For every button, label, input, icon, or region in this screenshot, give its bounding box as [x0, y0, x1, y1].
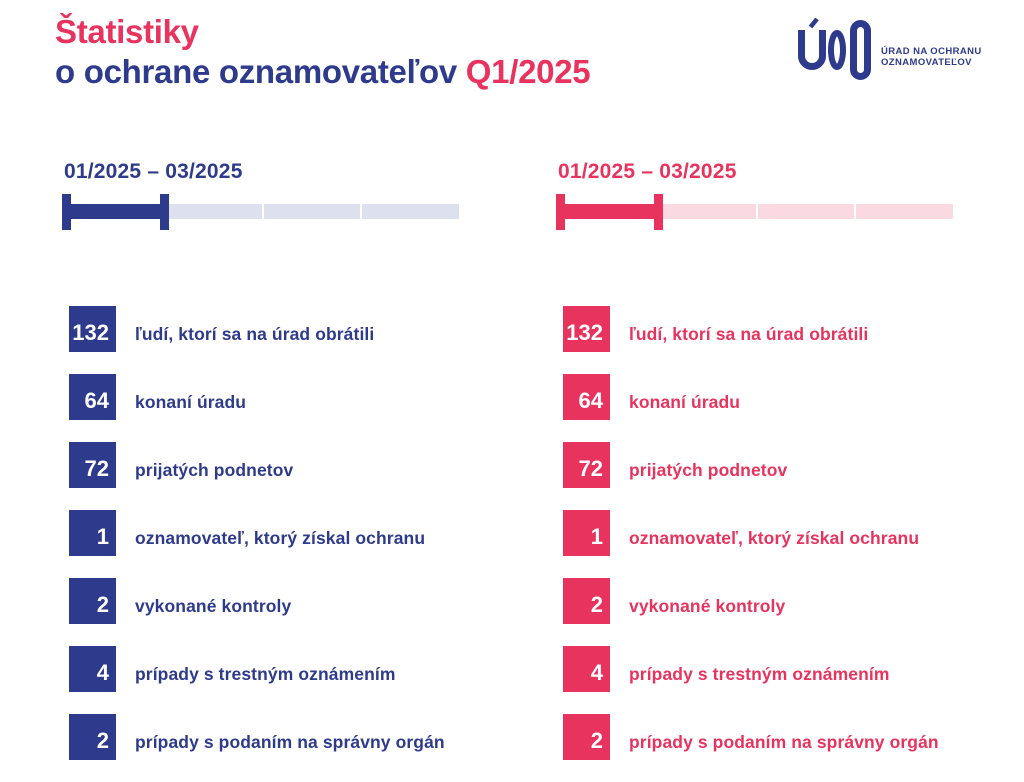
stat-value-box: 2 [563, 578, 610, 624]
stat-label: ľudí, ktorí sa na úrad obrátili [629, 324, 869, 344]
stat-row: 2 prípady s podaním na správny orgán [62, 714, 445, 760]
stat-label: konaní úradu [629, 392, 741, 412]
logo-name-line2: OZNAMOVATEĽOV [881, 57, 972, 68]
timeline-segment-divider [360, 204, 362, 219]
stat-label: prípady s podaním na správny orgán [135, 732, 445, 752]
stat-row: 4 prípady s trestným oznámením [62, 646, 445, 692]
stat-value-box: 1 [69, 510, 116, 556]
title-line1: Štatistiky [55, 12, 590, 52]
stat-label: prípady s trestným oznámením [629, 664, 890, 684]
stat-row: 1 oznamovateľ, ktorý získal ochranu [556, 510, 939, 556]
stat-value-box: 4 [563, 646, 610, 692]
timeline-cap-end [654, 194, 663, 230]
stat-value: 64 [578, 388, 603, 413]
stat-value: 2 [96, 728, 109, 753]
timeline-segment-divider [854, 204, 856, 219]
stat-row: 2 vykonané kontroly [62, 578, 445, 624]
timeline-cap-end [160, 194, 169, 230]
stat-value: 2 [96, 592, 109, 617]
stat-value-box: 4 [69, 646, 116, 692]
stat-value: 1 [590, 524, 603, 549]
stat-label: prípady s trestným oznámením [135, 664, 396, 684]
timeline-bar-pink [556, 194, 953, 230]
uoo-logo-icon [798, 18, 871, 80]
stat-label: oznamovateľ, ktorý získal ochranu [629, 528, 920, 548]
stat-row: 72 prijatých podnetov [62, 442, 445, 488]
timeline-bar-blue [62, 194, 459, 230]
stat-label: oznamovateľ, ktorý získal ochranu [135, 528, 426, 548]
timeline-fill [62, 204, 169, 219]
stat-value-box: 2 [69, 578, 116, 624]
stat-row: 2 prípady s podaním na správny orgán [556, 714, 939, 760]
stat-value: 4 [96, 660, 109, 685]
stat-label: vykonané kontroly [629, 596, 786, 616]
stat-row: 64 konaní úradu [62, 374, 445, 420]
stat-label: ľudí, ktorí sa na úrad obrátili [135, 324, 375, 344]
stat-row: 2 vykonané kontroly [556, 578, 939, 624]
stats-list-blue: 132 ľudí, ktorí sa na úrad obrátili 64 k… [62, 306, 445, 782]
uoo-logo-wordmark: ÚRAD NA OCHRANU OZNAMOVATEĽOV [881, 32, 982, 69]
title-line2: o ochrane oznamovateľov Q1/2025 [55, 52, 591, 92]
timeline-cap-start [556, 194, 565, 230]
stat-value: 72 [578, 456, 603, 481]
timeline-fill [556, 204, 663, 219]
stat-label: prijatých podnetov [629, 460, 788, 480]
stat-value: 72 [84, 456, 109, 481]
stat-row: 4 prípady s trestným oznámením [556, 646, 939, 692]
stat-row: 72 prijatých podnetov [556, 442, 939, 488]
stat-row: 64 konaní úradu [556, 374, 939, 420]
stat-value: 64 [84, 388, 109, 413]
stat-label: prípady s podaním na správny orgán [629, 732, 939, 752]
stat-value-box: 64 [69, 374, 116, 420]
stat-value: 2 [590, 592, 603, 617]
stat-value-box: 72 [69, 442, 116, 488]
column-blue: 01/2025 – 03/2025 132 ľudí, ktorí sa na … [62, 160, 462, 770]
column-pink: 01/2025 – 03/2025 132 ľudí, ktorí sa na … [556, 160, 956, 770]
period-label-blue: 01/2025 – 03/2025 [64, 160, 243, 183]
stat-value: 2 [590, 728, 603, 753]
timeline-cap-start [62, 194, 71, 230]
period-label-pink: 01/2025 – 03/2025 [558, 160, 737, 183]
stat-label: vykonané kontroly [135, 596, 292, 616]
timeline-segment-divider [756, 204, 758, 219]
stat-row: 1 oznamovateľ, ktorý získal ochranu [62, 510, 445, 556]
stat-value: 1 [96, 524, 109, 549]
title-subject: o ochrane oznamovateľov [55, 53, 457, 90]
timeline-segment-divider [262, 204, 264, 219]
uoo-logo: ÚRAD NA OCHRANU OZNAMOVATEĽOV [798, 18, 982, 82]
stat-label: prijatých podnetov [135, 460, 294, 480]
stat-value-box: 64 [563, 374, 610, 420]
stat-value-box: 1 [563, 510, 610, 556]
stat-value-box: 2 [69, 714, 116, 760]
title-quarter: Q1/2025 [465, 53, 591, 90]
stats-list-pink: 132 ľudí, ktorí sa na úrad obrátili 64 k… [556, 306, 939, 782]
stat-value-box: 72 [563, 442, 610, 488]
stat-value: 132 [566, 320, 603, 345]
stat-value: 4 [590, 660, 603, 685]
stat-value: 132 [72, 320, 109, 345]
stat-row: 132 ľudí, ktorí sa na úrad obrátili [62, 306, 445, 352]
stat-label: konaní úradu [135, 392, 247, 412]
title-word-statistiky: Štatistiky [55, 13, 199, 50]
logo-name-line1: ÚRAD NA OCHRANU [881, 45, 982, 57]
stat-value-box: 132 [563, 306, 610, 352]
stat-value-box: 2 [563, 714, 610, 760]
stat-row: 132 ľudí, ktorí sa na úrad obrátili [556, 306, 939, 352]
page-title: Štatistiky o ochrane oznamovateľov Q1/20… [55, 12, 591, 92]
stat-value-box: 132 [69, 306, 116, 352]
